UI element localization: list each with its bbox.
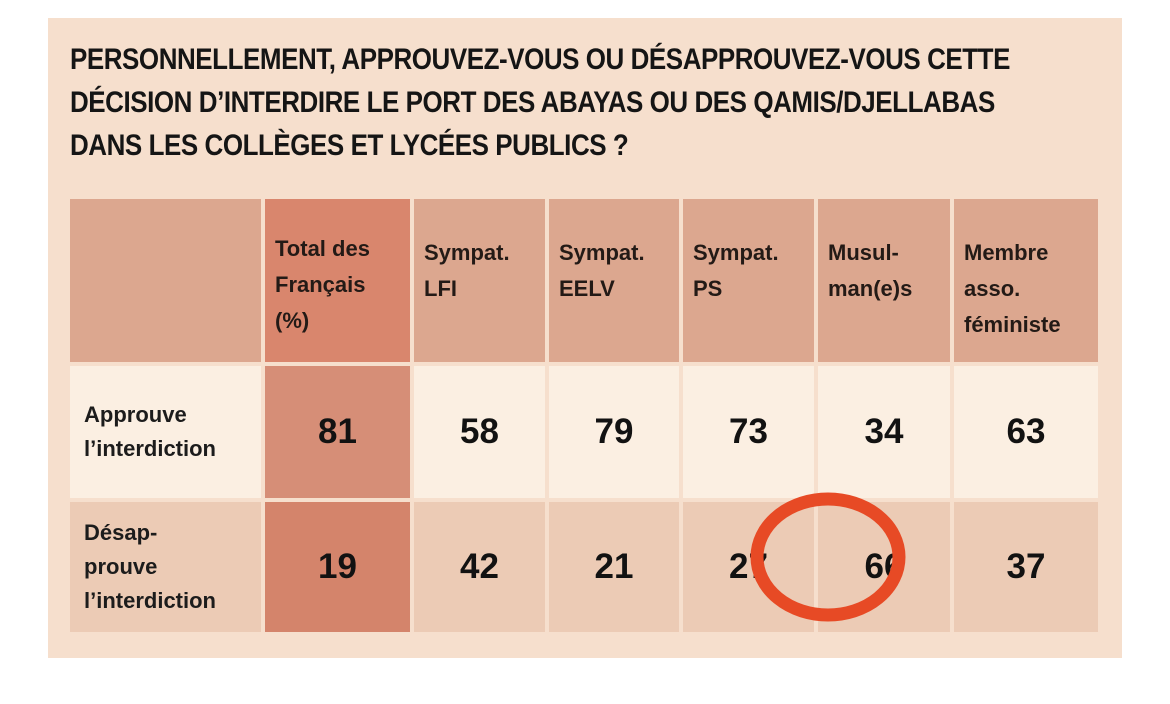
row-label-2-line-1: Désap-: [84, 520, 158, 545]
column-header-3-line-1: Sympat.: [559, 240, 645, 265]
column-header-4-line-2: PS: [693, 276, 723, 301]
row-label-text-2: Désap-prouve l’interdiction: [84, 516, 216, 618]
value-cell: 37: [954, 502, 1098, 632]
column-header-2: Sympat. LFI: [414, 199, 545, 362]
column-header-6: Membre asso. féministe: [954, 199, 1098, 362]
column-header-2-line-2: LFI: [424, 276, 457, 301]
column-header-1-line-2: Français: [275, 272, 366, 297]
column-header-5: Musul-man(e)s: [818, 199, 950, 362]
row-label-1-line-2: l’interdiction: [84, 436, 216, 461]
title-line-2: DÉCISION D’INTERDIRE LE PORT DES ABAYAS …: [70, 86, 995, 119]
column-header-4-line-1: Sympat.: [693, 240, 779, 265]
column-header-1: Total des Français (%): [265, 199, 410, 362]
column-header-5-line-2: man(e)s: [828, 276, 913, 301]
value-cell: 21: [549, 502, 679, 632]
row-label-2: Désap-prouve l’interdiction: [70, 502, 261, 632]
value-cell: 34: [818, 366, 950, 498]
value-cell: 66: [818, 502, 950, 632]
value-cell: 81: [265, 366, 410, 498]
column-header-3: Sympat. EELV: [549, 199, 679, 362]
value-cell: 42: [414, 502, 545, 632]
value-cell: 79: [549, 366, 679, 498]
column-header-2-line-1: Sympat.: [424, 240, 510, 265]
row-label-2-line-2: prouve: [84, 554, 158, 579]
value-cell: 19: [265, 502, 410, 632]
column-header-1-line-3: (%): [275, 308, 310, 333]
value-cell: 58: [414, 366, 545, 498]
column-header-5-line-1: Musul-: [828, 240, 899, 265]
value-cell: 73: [683, 366, 814, 498]
title-line-3: DANS LES COLLÈGES ET LYCÉES PUBLICS ?: [70, 129, 629, 162]
column-header-4: Sympat. PS: [683, 199, 814, 362]
value-cell: 27: [683, 502, 814, 632]
column-header-3-line-2: EELV: [559, 276, 615, 301]
title-line-1: PERSONNELLEMENT, APPROUVEZ-VOUS OU DÉSAP…: [70, 43, 1010, 76]
row-label-2-line-3: l’interdiction: [84, 588, 216, 613]
column-header-6-line-2: asso.: [964, 276, 1021, 301]
row-label-text-1: Approuve l’interdiction: [84, 398, 216, 466]
column-header-1-line-1: Total des: [275, 236, 370, 261]
chart-title: PERSONNELLEMENT, APPROUVEZ-VOUS OU DÉSAP…: [70, 38, 1010, 167]
value-cell: 63: [954, 366, 1098, 498]
row-label-1-line-1: Approuve: [84, 402, 187, 427]
column-header-6-line-3: féministe: [964, 312, 1061, 337]
table-corner-cell: [70, 199, 261, 362]
column-header-6-line-1: Membre: [964, 240, 1049, 265]
row-label-1: Approuve l’interdiction: [70, 366, 261, 498]
